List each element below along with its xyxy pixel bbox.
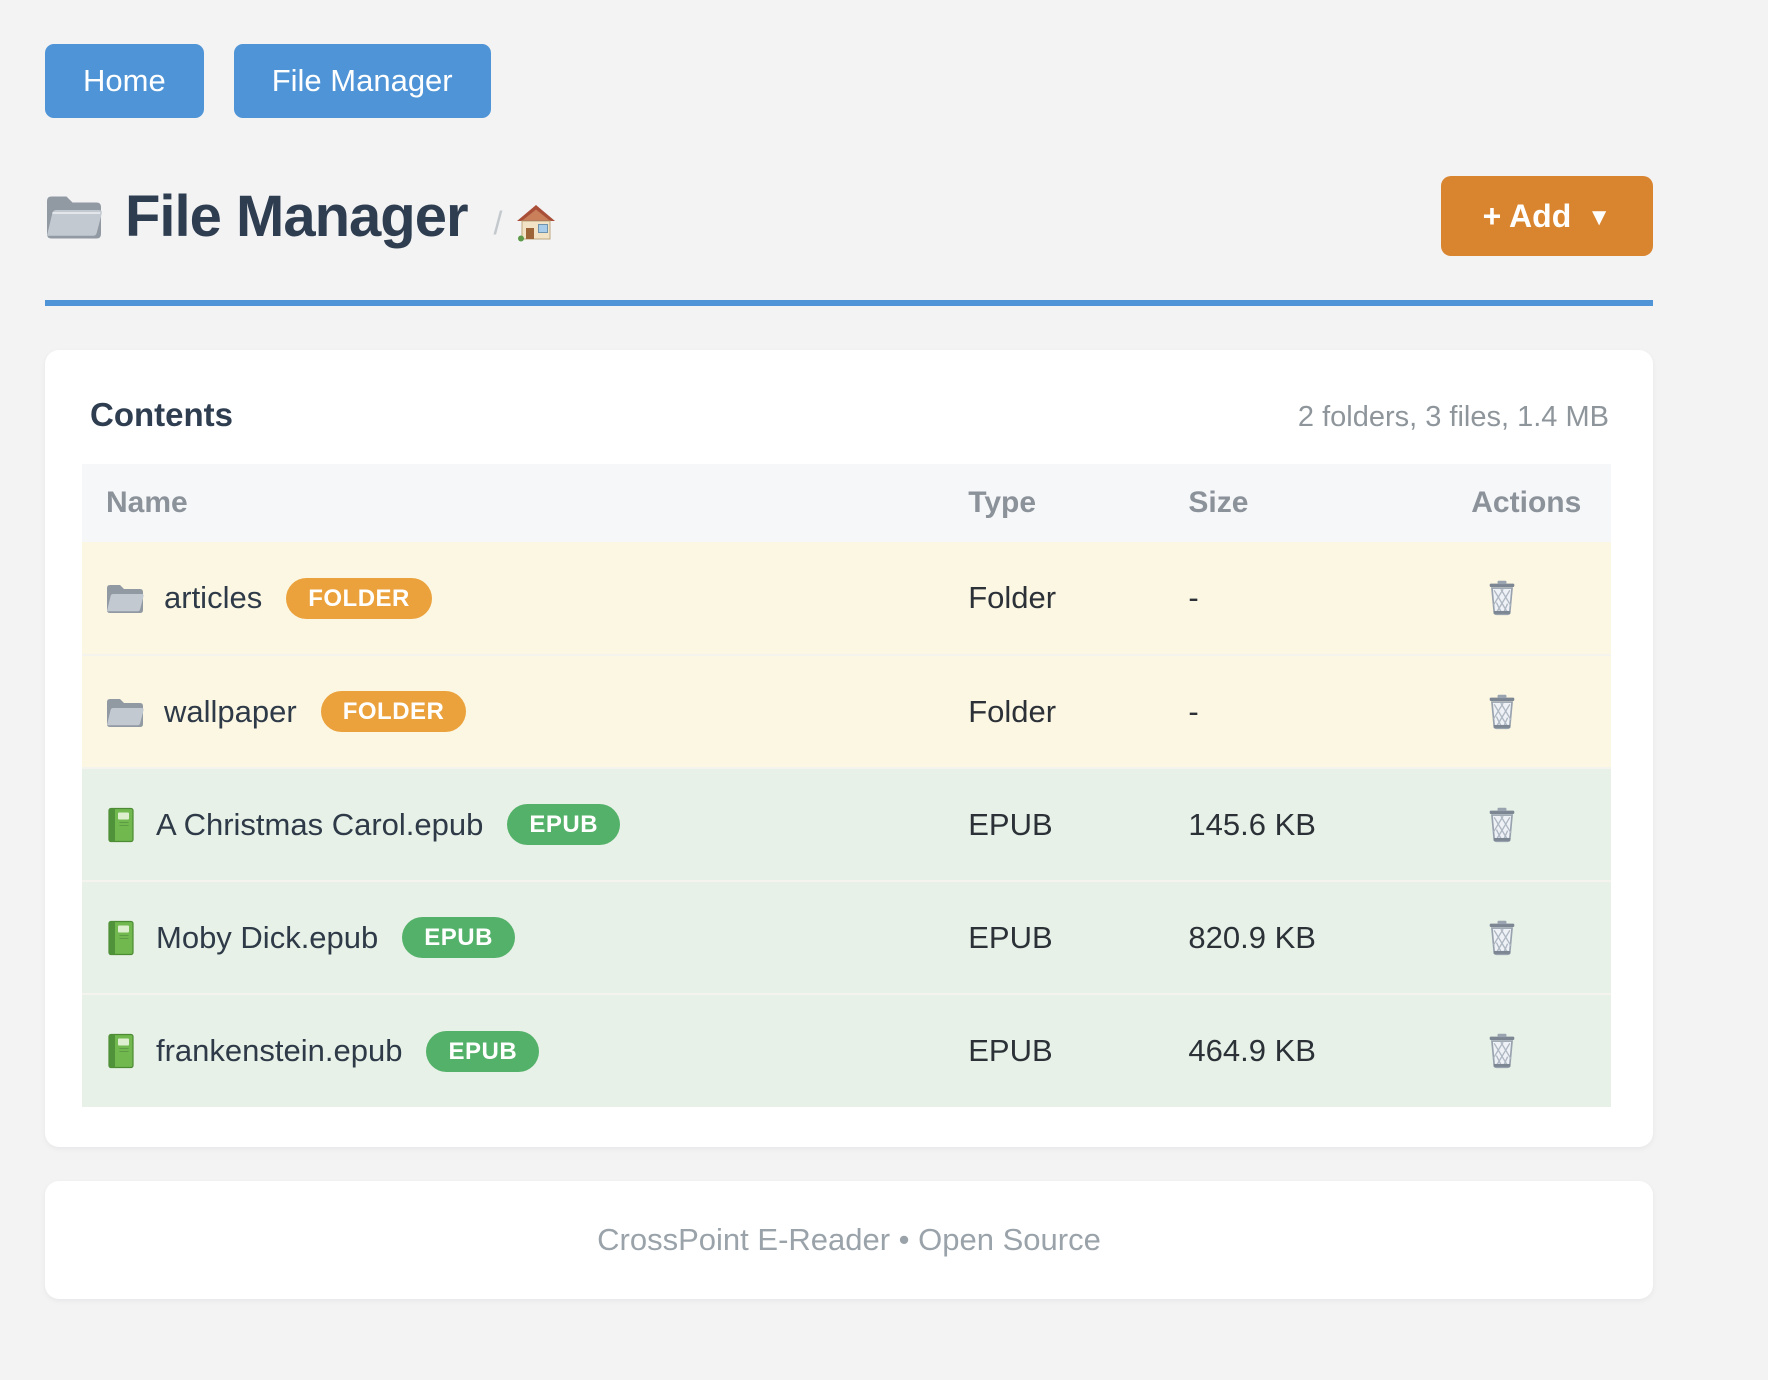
footer-text: CrossPoint E-Reader • Open Source — [597, 1222, 1101, 1257]
nav-button-file-manager[interactable]: File Manager — [233, 44, 491, 118]
folder-icon — [106, 696, 144, 728]
row-type: EPUB — [964, 993, 1185, 1107]
contents-title: Contents — [90, 396, 233, 433]
row-size: 145.6 KB — [1184, 767, 1468, 881]
folder-icon — [45, 192, 103, 240]
row-badge: EPUB — [507, 804, 621, 845]
row-name[interactable]: wallpaper — [164, 693, 297, 729]
nav-button-home[interactable]: Home — [45, 44, 204, 118]
row-size: 820.9 KB — [1184, 880, 1468, 994]
footer: CrossPoint E-Reader • Open Source — [45, 1181, 1653, 1299]
delete-button[interactable] — [1477, 912, 1527, 962]
row-name[interactable]: frankenstein.epub — [156, 1033, 403, 1068]
trash-icon — [1489, 807, 1515, 842]
delete-button[interactable] — [1477, 799, 1527, 849]
add-button-label: + Add — [1482, 197, 1572, 234]
contents-card: Contents 2 folders, 3 files, 1.4 MB Name… — [45, 350, 1653, 1147]
trash-icon — [1489, 580, 1515, 616]
title-divider — [45, 300, 1653, 306]
column-header-size: Size — [1184, 464, 1468, 542]
breadcrumb: / — [494, 203, 557, 243]
page: Home File Manager File Manager / — [45, 0, 1653, 1299]
row-size: - — [1184, 654, 1468, 768]
row-size: - — [1184, 542, 1468, 655]
house-icon[interactable] — [516, 203, 556, 243]
trash-icon — [1489, 694, 1515, 729]
row-badge: EPUB — [402, 917, 515, 958]
table-header-row: Name Type Size Actions — [82, 464, 1611, 542]
column-header-name: Name — [82, 464, 965, 542]
breadcrumb-separator: / — [493, 204, 503, 241]
green-book-icon — [106, 920, 136, 956]
folder-icon — [106, 582, 144, 614]
row-type: Folder — [964, 654, 1185, 768]
green-book-icon — [106, 1033, 136, 1069]
row-type: EPUB — [964, 767, 1185, 881]
row-type: Folder — [964, 542, 1185, 655]
files-table: Name Type Size Actions articles FOLDER F — [82, 464, 1611, 1107]
contents-summary: 2 folders, 3 files, 1.4 MB — [1297, 401, 1609, 433]
row-name[interactable]: Moby Dick.epub — [156, 919, 379, 955]
delete-button[interactable] — [1477, 686, 1527, 736]
page-title: File Manager — [125, 183, 469, 249]
row-name[interactable]: articles — [164, 580, 263, 615]
green-book-icon — [106, 807, 136, 843]
page-header: File Manager / + Add ▼ — [45, 176, 1653, 256]
table-row: A Christmas Carol.epub EPUB EPUB 145.6 K… — [82, 767, 1611, 881]
top-nav: Home File Manager — [45, 0, 1653, 118]
row-badge: FOLDER — [286, 577, 432, 619]
table-row: wallpaper FOLDER Folder - — [82, 654, 1611, 768]
row-badge: EPUB — [426, 1030, 540, 1072]
column-header-type: Type — [964, 464, 1185, 542]
add-button[interactable]: + Add ▼ — [1440, 176, 1653, 256]
table-row: articles FOLDER Folder - — [82, 542, 1611, 655]
row-name[interactable]: A Christmas Carol.epub — [156, 806, 484, 842]
table-row: frankenstein.epub EPUB EPUB 464.9 KB — [82, 993, 1611, 1107]
row-type: EPUB — [964, 880, 1185, 994]
trash-icon — [1489, 920, 1515, 955]
column-header-actions: Actions — [1467, 464, 1611, 542]
caret-down-icon: ▼ — [1587, 204, 1611, 231]
delete-button[interactable] — [1477, 1025, 1527, 1075]
row-badge: FOLDER — [320, 691, 467, 732]
delete-button[interactable] — [1477, 572, 1527, 622]
trash-icon — [1489, 1033, 1515, 1069]
table-row: Moby Dick.epub EPUB EPUB 820.9 KB — [82, 880, 1611, 994]
row-size: 464.9 KB — [1184, 993, 1468, 1107]
